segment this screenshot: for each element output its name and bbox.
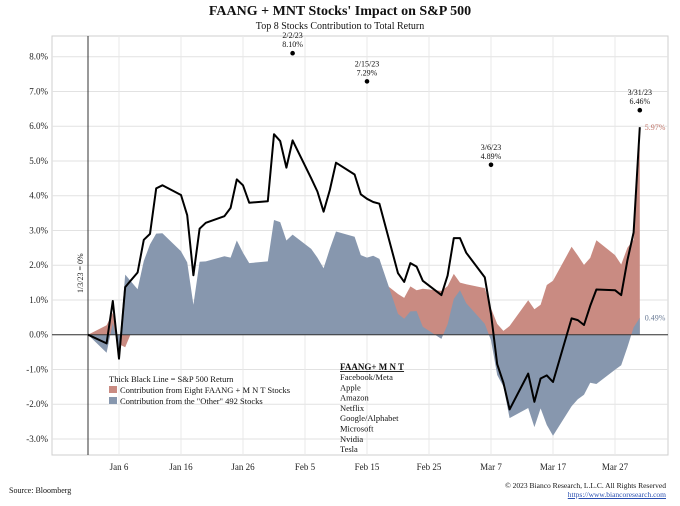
peak-date-label: 2/15/23 [355,59,379,68]
company-list-item: Facebook/Meta [340,372,393,382]
y-tick-label: 2.0% [29,260,48,270]
company-list-item: Apple [340,382,361,392]
legend-label-faang: Contribution from Eight FAANG + M N T St… [120,385,290,395]
peak-value-label: 8.10% [282,40,303,49]
source-note: Source: Bloomberg [9,486,72,495]
company-list-item: Tesla [340,444,358,454]
x-tick-label: Feb 25 [417,462,442,472]
y-tick-label: 0.0% [29,330,48,340]
company-list-item: Netflix [340,403,365,413]
y-tick-label: 4.0% [29,191,48,201]
x-tick-label: Mar 7 [480,462,502,472]
sp500-return-line [87,127,641,411]
chart-title: FAANG + MNT Stocks' Impact on S&P 500 [208,4,472,19]
peak-marker [488,162,494,168]
peak-marker [290,50,295,56]
y-tick-label: -3.0% [26,434,48,444]
legend-swatch-faang [109,386,117,393]
x-tick-label: Mar 27 [602,462,629,472]
y-tick-label: 8.0% [29,52,48,62]
end-faang-value-label: 5.97% [645,123,666,132]
x-tick-label: Jan 6 [110,462,129,472]
peak-value-label: 7.29% [357,68,378,77]
x-tick-label: Feb 15 [355,462,380,472]
legend-label-other: Contribution from the "Other" 492 Stocks [120,396,263,406]
y-tick-label: 7.0% [29,86,48,96]
x-tick-label: Feb 5 [295,462,316,472]
copyright-text: © 2023 Bianco Research, L.L.C. All Right… [505,481,666,490]
x-tick-label: Mar 17 [540,462,567,472]
x-tick-label: Jan 16 [169,462,193,472]
peak-value-label: 4.89% [481,152,502,161]
y-tick-label: 6.0% [29,121,48,131]
start-date-label: 1/3/23 = 0% [76,253,85,293]
y-tick-label: 1.0% [29,295,48,305]
peak-date-label: 2/2/23 [282,31,302,40]
copyright-note: © 2023 Bianco Research, L.L.C. All Right… [505,481,666,499]
legend-line-note: Thick Black Line = S&P 500 Return [109,374,234,384]
peak-date-label: 3/6/23 [481,143,501,152]
legend-swatch-other [109,397,117,404]
company-list-item: Microsoft [340,424,374,434]
other-contribution-area [88,220,640,436]
company-list-heading: FAANG+ M N T [340,362,404,372]
chart-subtitle: Top 8 Stocks Contribution to Total Retur… [255,21,425,32]
y-tick-label: -1.0% [26,364,48,374]
company-list-item: Google/Alphabet [340,413,399,423]
y-tick-label: 3.0% [29,225,48,235]
y-tick-label: 5.0% [29,156,48,166]
company-list-item: Amazon [340,393,370,403]
company-list-item: Nvidia [340,434,363,444]
x-tick-label: Jan 26 [231,462,255,472]
end-other-value-label: 0.49% [645,314,666,323]
peak-date-label: 3/31/23 [628,88,652,97]
y-tick-label: -2.0% [26,399,48,409]
peak-marker [637,107,643,113]
peak-value-label: 6.46% [629,97,650,106]
website-link[interactable]: https://www.biancoresearch.com [567,490,666,499]
peak-marker [364,79,370,84]
